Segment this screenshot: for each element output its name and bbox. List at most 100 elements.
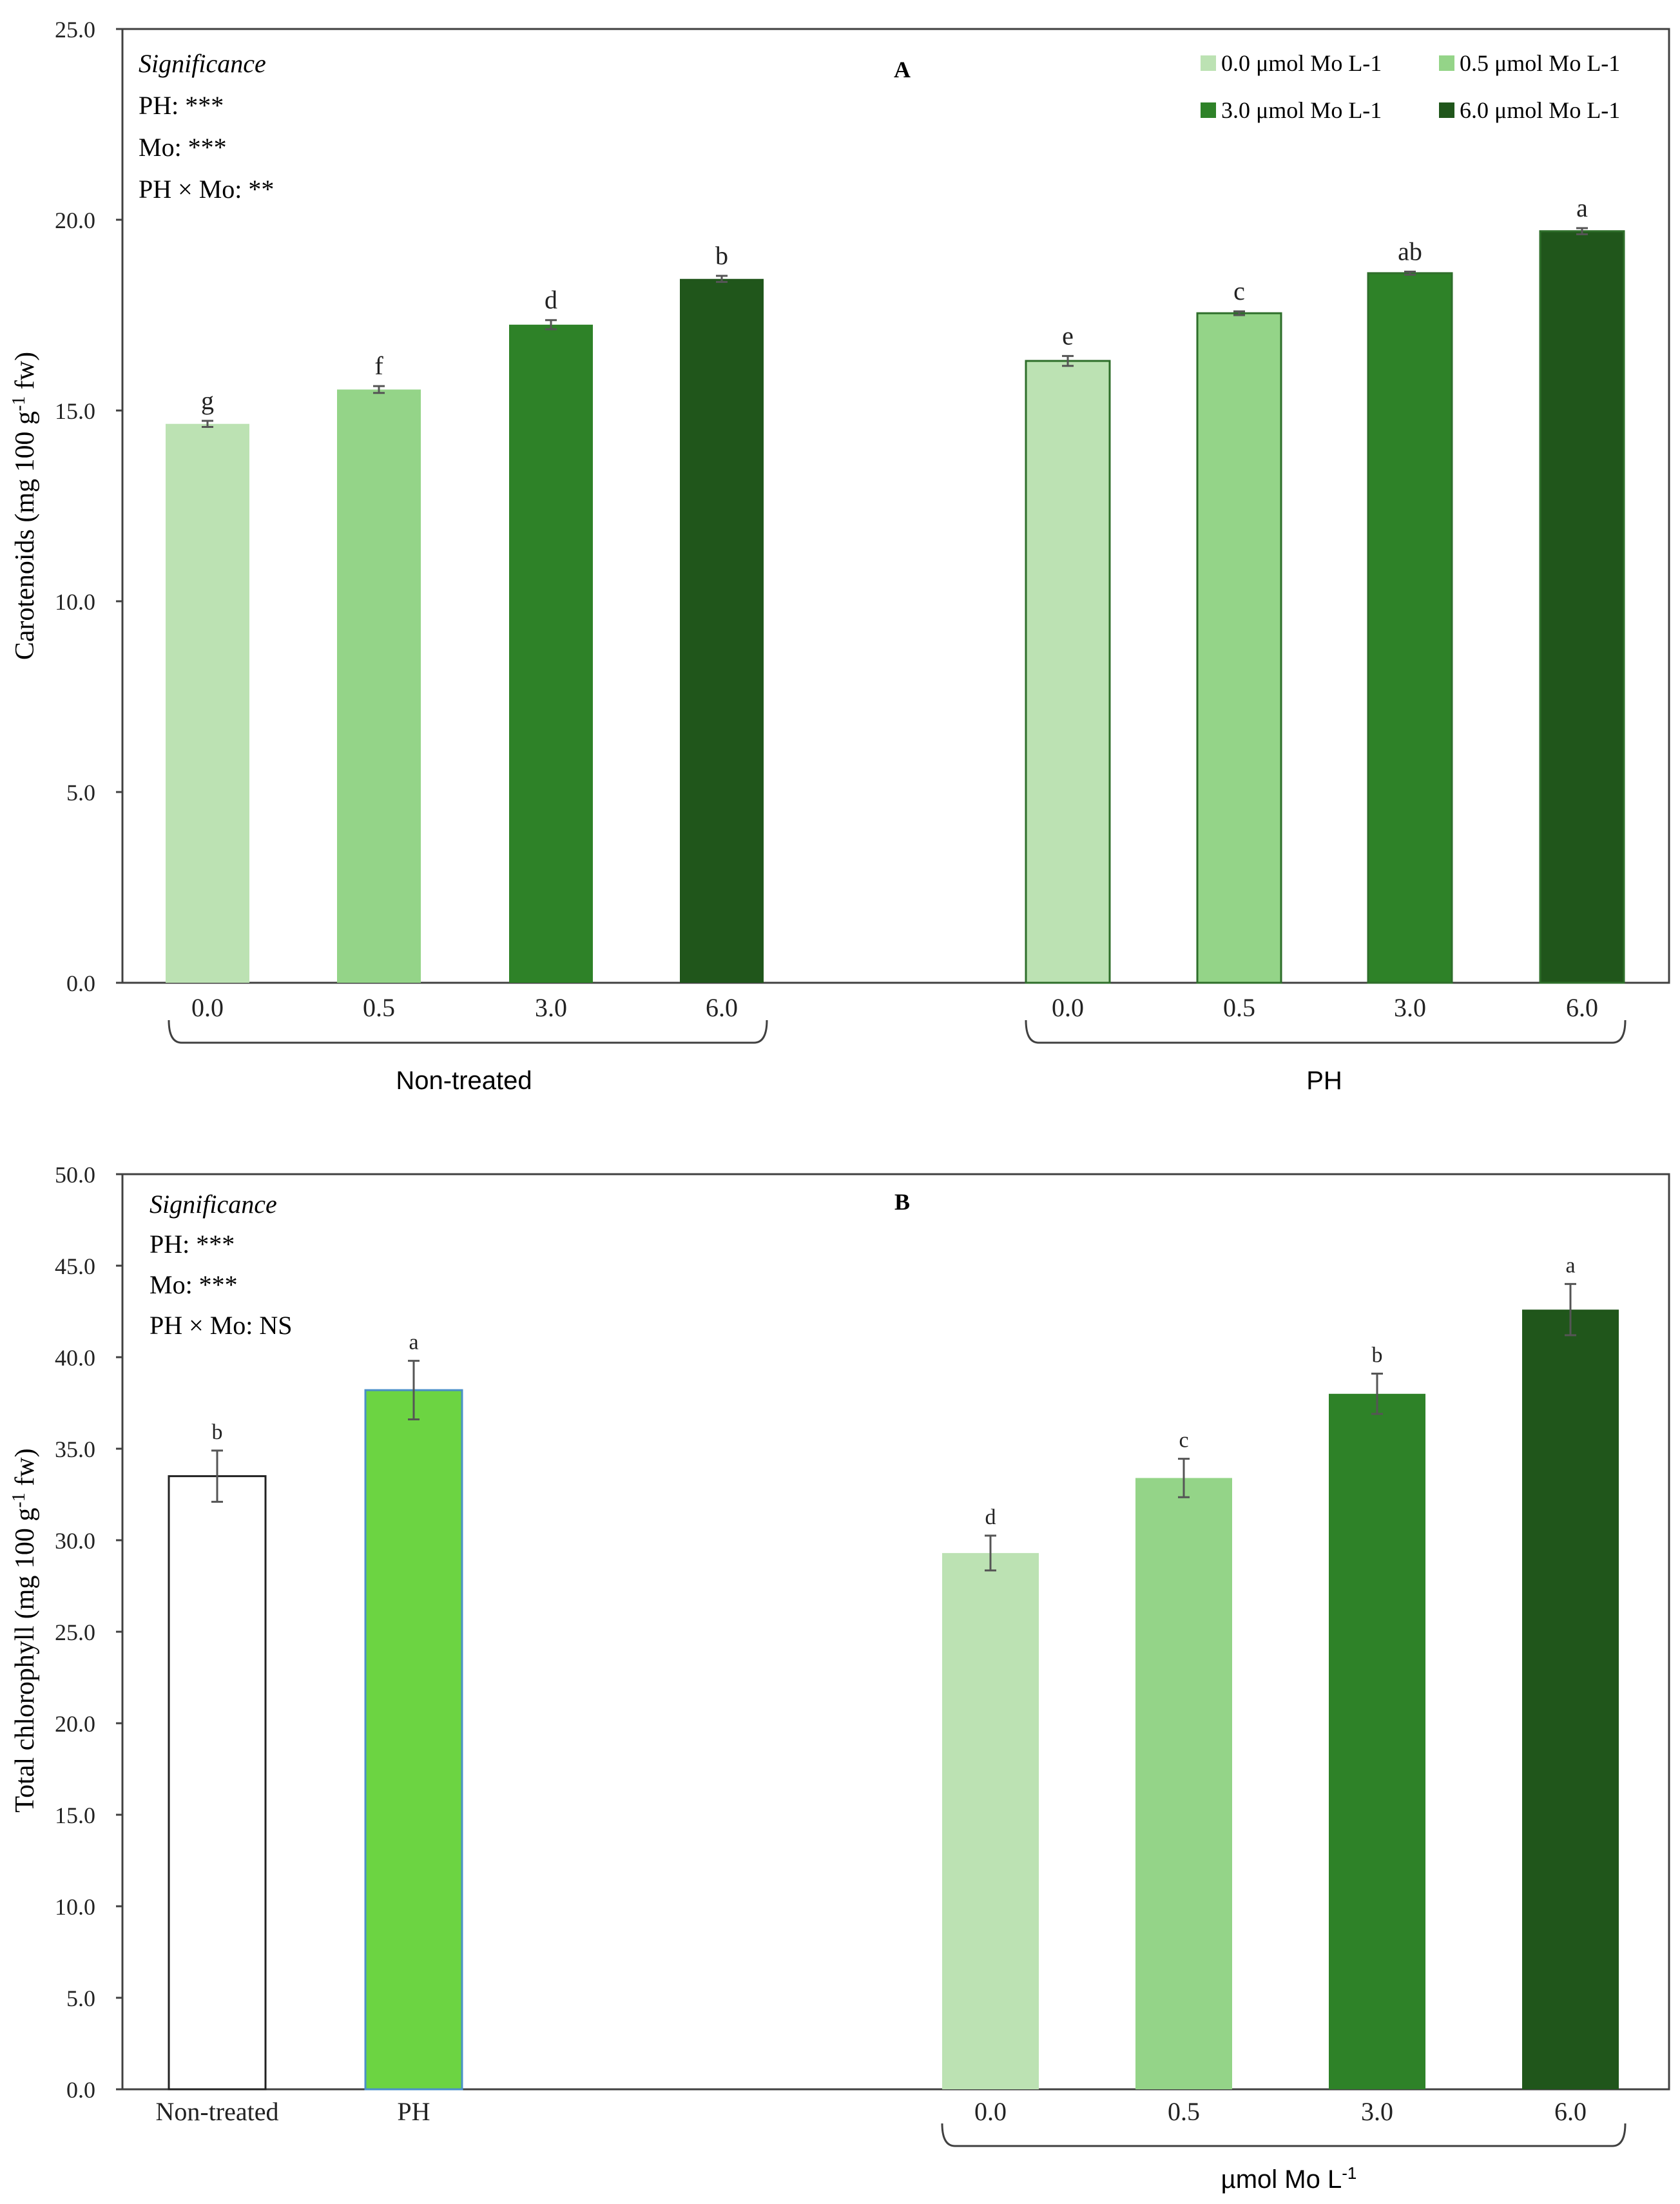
panel-a-significance-letter: e [1062,321,1074,350]
legend-entry-0-0: 0.0 μmol Mo L-1 [1201,50,1382,76]
legend-swatch-6-0 [1439,102,1454,118]
panel-b-x-category-label: 6.0 [1554,2097,1587,2126]
panel-b-significance-letter: c [1179,1429,1188,1453]
panel-b-y-tick-labels: 0.0 5.0 10.0 15.0 20.0 25.0 30.0 35.0 40.0 45.0 50… [55,1162,122,2103]
panel-b-error-bar [985,1534,996,1572]
panel-b-error-bar [1371,1373,1383,1415]
panel-b-y-tick-label: 30.0 [55,1528,95,1554]
legend-label-6-0: 6.0 μmol Mo L-1 [1460,97,1620,123]
panel-b-y-tick-label: 40.0 [55,1345,95,1371]
panel-a-significance-letter: ab [1398,237,1422,266]
panel-b-x-category-label: 0.5 [1168,2097,1200,2126]
legend-swatch-0-5 [1439,55,1454,71]
panel-b-significance-heading: Significance [150,1190,277,1219]
panel-a-group-label-ph: PH [1306,1067,1342,1095]
panel-b-y-tick-label: 5.0 [66,1986,95,2011]
panel-a-bar [509,324,593,983]
panel-a-group-label-non-treated: Non-treated [396,1067,532,1095]
panel-a-legend: 0.0 μmol Mo L-1 0.5 μmol Mo L-1 3.0 μmol… [1201,50,1620,123]
panel-a-y-axis-title: Carotenoids (mg 100 g-1 fw) [9,352,40,660]
panel-a-bar [1196,312,1282,984]
panel-a-y-tick-label: 20.0 [55,208,95,233]
panel-b-y-tick-label: 25.0 [55,1619,95,1645]
panel-a-x-category-label: 0.5 [1223,993,1255,1022]
panel-b-y-axis-title: Total chlorophyll (mg 100 g-1 fw) [9,1448,40,1812]
panel-a-significance-interaction: PH × Mo: ** [139,175,274,204]
panel-a-x-category-label: 3.0 [535,993,567,1022]
panel-b-significance-letter: b [1372,1344,1383,1368]
panel-b-bar [364,1389,463,2091]
panel-b: 0.0 5.0 10.0 15.0 20.0 25.0 30.0 35.0 40.0 45.0 50… [9,1162,1670,2194]
panel-a-bar [1539,230,1625,984]
panel-a-bar [1367,272,1453,984]
panel-a-y-tick-label: 5.0 [66,780,95,806]
panel-a-x-category-label: 0.0 [191,993,224,1022]
panel-b-bar [1135,1478,1232,2089]
panel-b-error-bar [211,1449,223,1503]
legend-label-0-5: 0.5 μmol Mo L-1 [1460,50,1620,76]
panel-a-bar [337,389,421,983]
panel-a: 0.0 5.0 10.0 15.0 20.0 25.0 g 0.0 f 0.5 d 3.0 b 6.0 e… [9,17,1670,1095]
panel-b-y-tick-label: 0.0 [66,2077,95,2103]
panel-b-significance-mo: Mo: *** [150,1270,238,1299]
legend-entry-6-0: 6.0 μmol Mo L-1 [1439,97,1620,123]
panel-a-plot-frame [121,28,1670,984]
legend-label-3-0: 3.0 μmol Mo L-1 [1221,97,1382,123]
panel-b-x-category-label: PH [397,2097,430,2126]
panel-a-significance-letter: d [545,285,557,314]
panel-b-bar [168,1475,267,2091]
panel-b-bar [1329,1393,1425,2089]
panel-b-y-tick-label: 35.0 [55,1436,95,1462]
panel-a-significance-letter: c [1233,276,1245,305]
panel-b-label: B [894,1189,910,1215]
panel-b-group-label-mo: µmol Mo L-1 [1221,2163,1357,2194]
panel-a-bar [680,278,764,983]
panel-b-significance: Significance PH: *** Mo: *** PH × Mo: NS [150,1190,293,1340]
panel-a-significance-heading: Significance [139,49,266,78]
panel-a-x-category-label: 0.0 [1052,993,1084,1022]
panel-a-error-bar [545,319,557,331]
panel-b-significance-interaction: PH × Mo: NS [150,1311,293,1340]
panel-a-error-bar [373,385,385,394]
panel-b-plot-frame [121,1173,1670,2091]
panel-b-error-bar [1565,1282,1576,1337]
panel-b-y-tick-label: 20.0 [55,1711,95,1737]
panel-a-x-category-label: 3.0 [1394,993,1426,1022]
panel-b-bars: b Non-treated a PH d 0.0 c 0.5 b 3.0 a 6.0 [155,1253,1619,2126]
panel-b-x-category-label: 3.0 [1361,2097,1393,2126]
panel-b-significance-letter: a [1565,1253,1575,1277]
panel-b-error-bar [408,1360,420,1421]
panel-b-error-bar [1178,1458,1190,1498]
panel-a-group-bracket-ph [1025,1020,1627,1044]
panel-b-significance-ph: PH: *** [150,1230,235,1259]
panel-a-y-tick-label: 0.0 [66,971,95,996]
panel-a-error-bar [1576,227,1588,235]
panel-b-group-bracket-mo [941,2123,1627,2147]
panel-b-bar [942,1552,1039,2089]
panel-a-y-tick-label: 25.0 [55,17,95,43]
panel-a-y-tick-label: 10.0 [55,589,95,615]
panel-a-bar [166,423,249,983]
panel-a-significance-ph: PH: *** [139,91,224,120]
panel-a-x-category-label: 6.0 [706,993,738,1022]
panel-a-error-bar [1233,310,1245,316]
panel-b-significance-letter: b [212,1420,223,1444]
panel-b-significance-letter: a [409,1331,418,1355]
panel-a-x-category-label: 0.5 [363,993,395,1022]
panel-a-error-bar [1062,354,1074,367]
panel-b-bar [1522,1310,1619,2089]
legend-label-0-0: 0.0 μmol Mo L-1 [1221,50,1382,76]
panel-a-bar [1025,360,1111,984]
panel-b-y-tick-label: 50.0 [55,1162,95,1188]
panel-a-significance-letter: b [715,241,728,270]
panel-a-x-category-label: 6.0 [1566,993,1598,1022]
panel-b-x-category-label: 0.0 [974,2097,1007,2126]
panel-a-bars: g 0.0 f 0.5 d 3.0 b 6.0 e 0.0 c 0.5 ab 3.0 a 6.0 [166,193,1625,1022]
panel-a-error-bar [716,275,728,283]
panel-b-x-category-label: Non-treated [155,2097,278,2126]
panel-a-significance-letter: a [1576,193,1588,222]
panel-b-y-tick-label: 15.0 [55,1803,95,1828]
legend-entry-3-0: 3.0 μmol Mo L-1 [1201,97,1382,123]
panel-a-label: A [894,57,911,82]
